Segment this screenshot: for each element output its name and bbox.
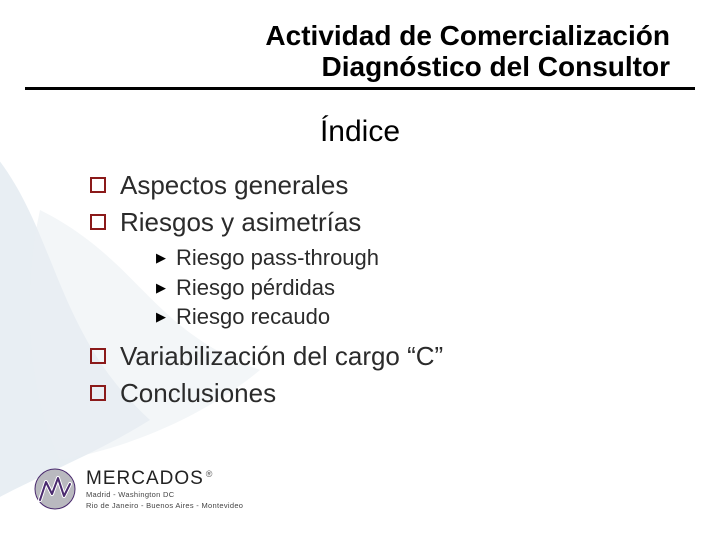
list-item-label: Variabilización del cargo “C”	[120, 341, 443, 372]
title-line-2: Diagnóstico del Consultor	[0, 51, 670, 82]
list-item-label: Conclusiones	[120, 378, 276, 409]
subtitle: Índice	[0, 115, 720, 149]
sublist: ▶ Riesgo pass-through ▶ Riesgo pérdidas …	[156, 244, 650, 331]
square-bullet-icon	[90, 348, 106, 364]
sublist-item: ▶ Riesgo pérdidas	[156, 274, 650, 302]
triangle-bullet-icon: ▶	[156, 310, 166, 323]
list-item-label: Riesgos y asimetrías	[120, 207, 361, 238]
content-list: Aspectos generales Riesgos y asimetrías …	[90, 170, 650, 415]
logo-name: MERCADOS	[86, 469, 204, 488]
triangle-bullet-icon: ▶	[156, 251, 166, 264]
logo-tagline-1: Madrid - Washington DC	[86, 491, 243, 499]
sublist-item-label: Riesgo pass-through	[176, 244, 379, 272]
logo-text: MERCADOS ® Madrid - Washington DC Rio de…	[86, 469, 243, 509]
square-bullet-icon	[90, 385, 106, 401]
list-item-label: Aspectos generales	[120, 170, 348, 201]
list-item: Riesgos y asimetrías	[90, 207, 650, 238]
title-rule	[25, 87, 695, 90]
title-block: Actividad de Comercialización Diagnóstic…	[0, 20, 720, 90]
registered-icon: ®	[206, 470, 213, 479]
sublist-item: ▶ Riesgo recaudo	[156, 303, 650, 331]
list-item: Conclusiones	[90, 378, 650, 409]
slide: Actividad de Comercialización Diagnóstic…	[0, 0, 720, 540]
title-line-1: Actividad de Comercialización	[0, 20, 670, 51]
footer-logo: MERCADOS ® Madrid - Washington DC Rio de…	[34, 468, 243, 510]
triangle-bullet-icon: ▶	[156, 281, 166, 294]
square-bullet-icon	[90, 177, 106, 193]
sublist-item-label: Riesgo recaudo	[176, 303, 330, 331]
square-bullet-icon	[90, 214, 106, 230]
list-item: Variabilización del cargo “C”	[90, 341, 650, 372]
sublist-item: ▶ Riesgo pass-through	[156, 244, 650, 272]
logo-tagline-2: Rio de Janeiro - Buenos Aires - Montevid…	[86, 502, 243, 510]
logo-mark-icon	[34, 468, 76, 510]
sublist-item-label: Riesgo pérdidas	[176, 274, 335, 302]
list-item: Aspectos generales	[90, 170, 650, 201]
